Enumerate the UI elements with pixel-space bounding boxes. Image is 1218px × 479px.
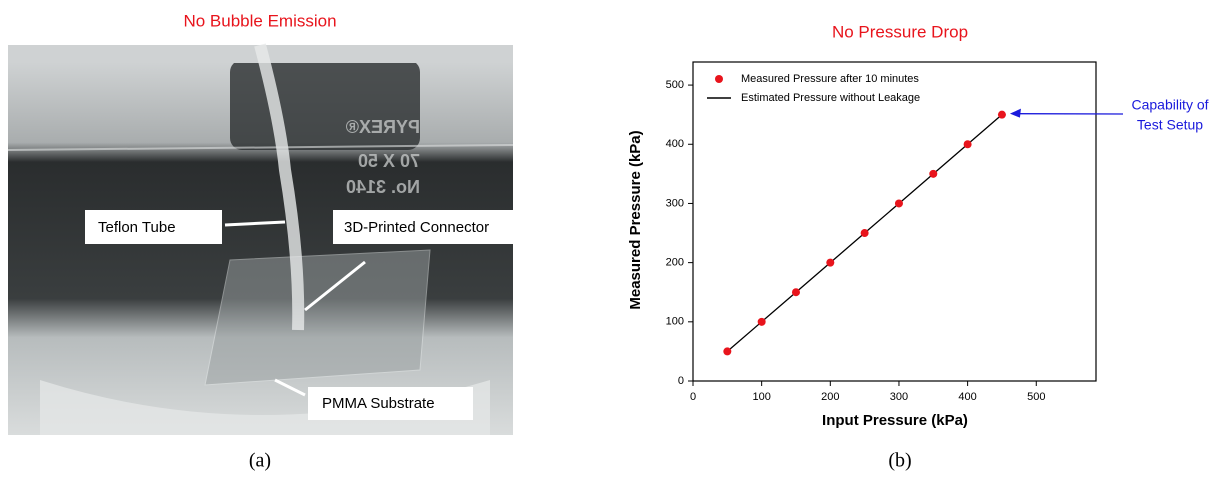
- caption: (a): [249, 450, 271, 472]
- legend-label: Estimated Pressure without Leakage: [741, 92, 920, 104]
- x-axis-label: Input Pressure (kPa): [822, 412, 968, 429]
- annotation-arrowhead: [1010, 109, 1021, 118]
- y-tick-label: 300: [666, 197, 684, 209]
- data-point: [792, 288, 800, 296]
- y-tick-label: 100: [666, 316, 684, 328]
- legend-label: Measured Pressure after 10 minutes: [741, 73, 919, 85]
- beaker-mark: 70 X 50: [358, 151, 420, 171]
- x-tick-label: 100: [752, 391, 770, 403]
- data-point: [998, 111, 1006, 119]
- beaker-mark: No. 3140: [346, 177, 420, 197]
- x-tick-label: 0: [690, 391, 696, 403]
- x-tick-label: 500: [1027, 391, 1045, 403]
- panel-title: No Bubble Emission: [183, 11, 336, 30]
- figure: No Bubble Emission PYREX® 70 X 50 No. 31…: [0, 0, 1218, 474]
- photo: PYREX® 70 X 50 No. 3140 Teflon Tube 3D-P…: [8, 45, 536, 435]
- data-point: [723, 347, 731, 355]
- x-tick-label: 300: [890, 391, 908, 403]
- data-point: [964, 140, 972, 148]
- beaker-mark: PYREX®: [346, 117, 420, 137]
- data-point: [861, 229, 869, 237]
- chart-title: No Pressure Drop: [832, 22, 968, 41]
- data-point: [826, 259, 834, 267]
- y-tick-label: 200: [666, 257, 684, 269]
- caption: (b): [888, 450, 911, 472]
- photo-label: 3D-Printed Connector: [344, 219, 489, 236]
- y-tick-label: 0: [678, 375, 684, 387]
- y-tick-label: 400: [666, 138, 684, 150]
- annotation: Test Setup: [1137, 117, 1203, 133]
- plot-frame: [693, 62, 1096, 381]
- legend-marker: [715, 75, 723, 83]
- annotation: Capability of: [1131, 97, 1208, 113]
- photo-label: PMMA Substrate: [322, 395, 435, 412]
- data-point: [758, 318, 766, 326]
- x-tick-label: 400: [958, 391, 976, 403]
- x-tick-label: 200: [821, 391, 839, 403]
- data-point: [929, 170, 937, 178]
- data-point: [895, 199, 903, 207]
- y-axis-label: Measured Pressure (kPa): [627, 130, 644, 309]
- photo-label: Teflon Tube: [98, 219, 176, 236]
- y-tick-label: 500: [666, 79, 684, 91]
